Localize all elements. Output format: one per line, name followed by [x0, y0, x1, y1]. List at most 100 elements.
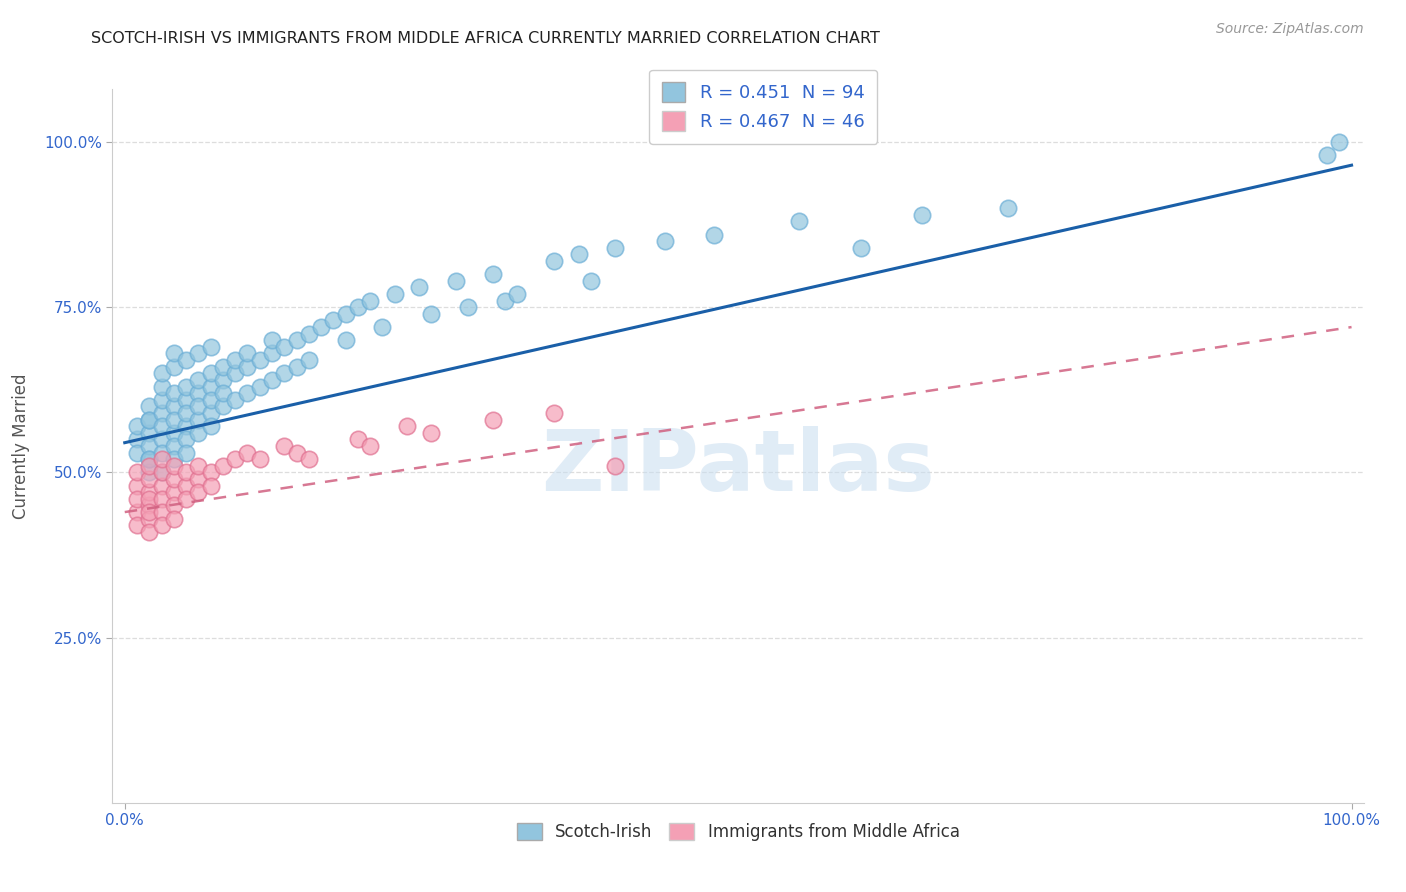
Point	[1316, 148, 1339, 162]
Point	[224, 367, 246, 381]
Text: ZIPatlas: ZIPatlas	[541, 425, 935, 509]
Point	[150, 518, 173, 533]
Point	[298, 326, 321, 341]
Point	[138, 499, 160, 513]
Point	[138, 505, 160, 519]
Point	[150, 445, 173, 459]
Point	[298, 353, 321, 368]
Point	[285, 359, 308, 374]
Point	[174, 433, 197, 447]
Point	[494, 293, 516, 308]
Point	[125, 505, 148, 519]
Point	[150, 478, 173, 492]
Point	[236, 386, 259, 401]
Point	[212, 373, 235, 387]
Point	[605, 458, 627, 473]
Point	[236, 359, 259, 374]
Point	[138, 485, 160, 500]
Point	[200, 367, 222, 381]
Point	[187, 412, 209, 426]
Point	[163, 400, 186, 414]
Point	[200, 340, 222, 354]
Point	[187, 373, 209, 387]
Point	[543, 254, 565, 268]
Point	[138, 425, 160, 440]
Point	[125, 419, 148, 434]
Point	[150, 392, 173, 407]
Point	[212, 400, 235, 414]
Point	[174, 392, 197, 407]
Point	[187, 425, 209, 440]
Point	[273, 367, 295, 381]
Text: SCOTCH-IRISH VS IMMIGRANTS FROM MIDDLE AFRICA CURRENTLY MARRIED CORRELATION CHAR: SCOTCH-IRISH VS IMMIGRANTS FROM MIDDLE A…	[91, 31, 880, 46]
Point	[187, 485, 209, 500]
Point	[703, 227, 725, 242]
Point	[298, 452, 321, 467]
Point	[506, 287, 529, 301]
Point	[236, 445, 259, 459]
Point	[849, 241, 872, 255]
Point	[174, 419, 197, 434]
Point	[187, 400, 209, 414]
Point	[163, 425, 186, 440]
Point	[174, 478, 197, 492]
Point	[224, 452, 246, 467]
Point	[150, 433, 173, 447]
Point	[789, 214, 811, 228]
Point	[359, 293, 381, 308]
Point	[187, 386, 209, 401]
Point	[911, 208, 934, 222]
Point	[347, 300, 370, 314]
Point	[138, 412, 160, 426]
Point	[163, 472, 186, 486]
Point	[212, 386, 235, 401]
Point	[224, 353, 246, 368]
Point	[163, 346, 186, 360]
Point	[285, 445, 308, 459]
Point	[138, 439, 160, 453]
Point	[138, 472, 160, 486]
Point	[125, 445, 148, 459]
Point	[997, 201, 1019, 215]
Point	[150, 379, 173, 393]
Point	[543, 406, 565, 420]
Point	[163, 458, 186, 473]
Point	[212, 458, 235, 473]
Point	[138, 452, 160, 467]
Point	[174, 491, 197, 506]
Point	[347, 433, 370, 447]
Point	[260, 373, 283, 387]
Point	[200, 466, 222, 480]
Point	[371, 320, 394, 334]
Point	[224, 392, 246, 407]
Point	[125, 433, 148, 447]
Point	[163, 359, 186, 374]
Point	[200, 478, 222, 492]
Point	[481, 412, 503, 426]
Point	[138, 491, 160, 506]
Point	[187, 346, 209, 360]
Point	[481, 267, 503, 281]
Point	[150, 491, 173, 506]
Point	[200, 419, 222, 434]
Point	[187, 472, 209, 486]
Point	[309, 320, 332, 334]
Point	[150, 505, 173, 519]
Y-axis label: Currently Married: Currently Married	[13, 373, 30, 519]
Point	[163, 485, 186, 500]
Point	[138, 524, 160, 539]
Point	[174, 406, 197, 420]
Point	[125, 518, 148, 533]
Point	[654, 234, 676, 248]
Point	[150, 419, 173, 434]
Point	[568, 247, 591, 261]
Point	[163, 412, 186, 426]
Point	[200, 379, 222, 393]
Point	[322, 313, 344, 327]
Point	[150, 452, 173, 467]
Point	[138, 412, 160, 426]
Point	[395, 419, 418, 434]
Point	[260, 346, 283, 360]
Point	[249, 379, 271, 393]
Point	[335, 333, 357, 347]
